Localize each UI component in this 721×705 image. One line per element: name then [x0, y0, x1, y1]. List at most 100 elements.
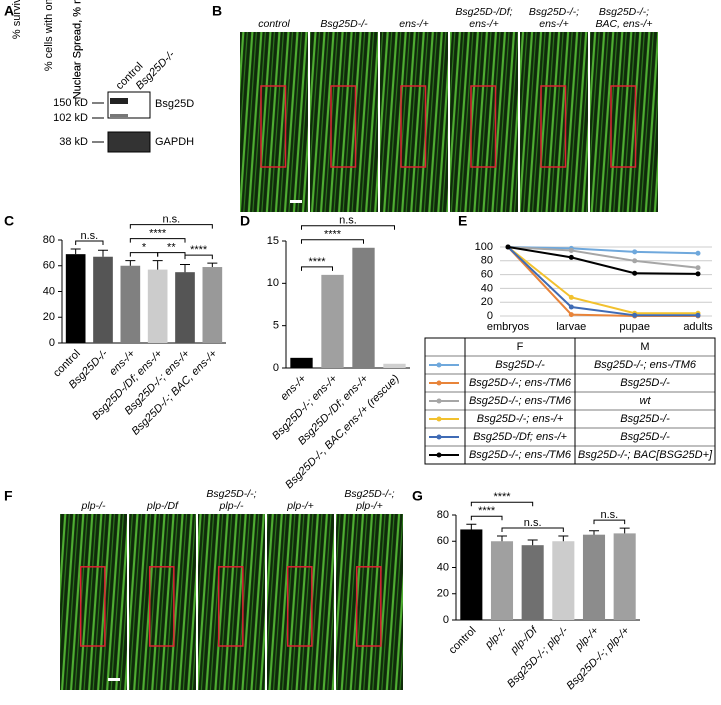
micrograph: [60, 514, 127, 690]
y-tick-label: 80: [437, 509, 449, 521]
point: [695, 312, 701, 318]
error-bar: [98, 249, 108, 257]
y-axis-label: % cells with one cluster: [43, 0, 56, 72]
y-tick-label: 10: [267, 277, 279, 289]
legend-male: Bsg25D-/-; ens-/TM6: [594, 359, 697, 371]
image-label: plp-/Df: [147, 500, 178, 512]
panel-label: F: [4, 488, 13, 504]
bar: [613, 533, 636, 620]
nuclei: [330, 85, 357, 168]
significance-bracket: [470, 501, 534, 507]
y-tick-label: 60: [43, 260, 55, 272]
error-bar: [619, 527, 630, 534]
panel-label: D: [240, 213, 250, 229]
significance-label: ****: [324, 229, 342, 241]
x-tick-label: embryos: [487, 321, 530, 333]
legend-female: Bsg25D-/-: [495, 359, 545, 371]
image-label: Bsg25D-/-; BAC, ens-/+: [595, 6, 653, 30]
blot-bottom: [107, 131, 151, 153]
bar: [202, 267, 223, 343]
panel-label: C: [4, 213, 14, 229]
y-tick-label: 0: [443, 614, 449, 626]
y-tick-label: 100: [475, 241, 493, 253]
legend-swatch: [436, 452, 442, 458]
legend-male: Bsg25D-/-: [620, 377, 670, 389]
bar: [352, 247, 375, 368]
legend-swatch: [436, 362, 442, 368]
bar: [321, 274, 344, 368]
significance-label: ****: [308, 256, 326, 268]
point: [695, 250, 701, 256]
nuclei: [355, 566, 382, 647]
nuclei: [286, 566, 313, 647]
y-tick-label: 40: [481, 282, 493, 294]
table-header: M: [640, 341, 649, 353]
micrograph: [380, 32, 448, 212]
y-tick-label: 0: [49, 337, 55, 349]
scale-bar: [290, 200, 302, 203]
series-line: [507, 246, 699, 255]
legend-table: [424, 337, 716, 465]
significance-bracket: [129, 224, 213, 229]
significance-bracket: [184, 254, 213, 260]
micrograph: [240, 32, 308, 212]
point: [568, 294, 574, 300]
nuclei: [79, 566, 106, 647]
y-tick-label: 0: [487, 310, 493, 322]
x-tick-label: plp-/+: [572, 624, 601, 653]
bar: [65, 254, 86, 343]
image-label: ens-/+: [399, 18, 429, 30]
error-bar: [180, 263, 190, 273]
panel-label: B: [212, 3, 222, 19]
significance-label: n.s.: [162, 214, 180, 226]
y-tick-label: 20: [481, 296, 493, 308]
panel-label: G: [412, 488, 423, 504]
bar: [490, 541, 514, 620]
significance-label: ****: [478, 505, 496, 517]
bar: [175, 272, 195, 343]
y-axis-label: Nuclear Spread, % myotube length: [71, 0, 84, 100]
marker-label: 102 kD: [53, 112, 88, 124]
blot-band: [110, 98, 128, 104]
error-bar: [527, 539, 538, 546]
series-line: [507, 246, 698, 317]
nuclei: [148, 566, 175, 647]
bar: [582, 534, 606, 620]
significance-label: ****: [149, 228, 167, 240]
table-header: F: [517, 341, 524, 353]
panel-label: E: [458, 213, 467, 229]
significance-bracket: [301, 266, 333, 271]
micrograph: [336, 514, 403, 690]
point: [568, 254, 574, 260]
point: [568, 247, 574, 253]
y-tick-label: 15: [267, 235, 279, 247]
image-label: plp-/-: [81, 500, 106, 512]
micrograph: [310, 32, 378, 212]
significance-label: n.s.: [524, 517, 542, 529]
legend-male: Bsg25D-/-; BAC[BSG25D+]: [578, 449, 713, 461]
significance-label: *: [142, 242, 147, 254]
bar: [290, 357, 313, 368]
legend-female: Bsg25D-/-; ens-/TM6: [469, 449, 572, 461]
error-bar: [125, 260, 136, 266]
micrograph: [198, 514, 265, 690]
error-bar: [558, 535, 569, 542]
bar: [521, 545, 544, 620]
micrograph: [450, 32, 518, 212]
significance-bracket: [75, 240, 104, 246]
legend-female: Bsg25D-/-; ens-/TM6: [469, 377, 572, 389]
point: [695, 271, 701, 277]
y-tick-label: 20: [437, 588, 449, 600]
point: [632, 312, 638, 318]
blot-band: [110, 114, 128, 117]
legend-female: Bsg25D-/-; ens-/TM6: [469, 395, 572, 407]
x-tick-label: adults: [683, 321, 713, 333]
error-bar: [207, 262, 218, 268]
scale-bar: [108, 678, 120, 681]
nuclei: [470, 85, 497, 168]
significance-label: n.s.: [339, 215, 357, 227]
bar: [460, 529, 483, 620]
point: [505, 244, 511, 250]
significance-bracket: [470, 515, 503, 521]
